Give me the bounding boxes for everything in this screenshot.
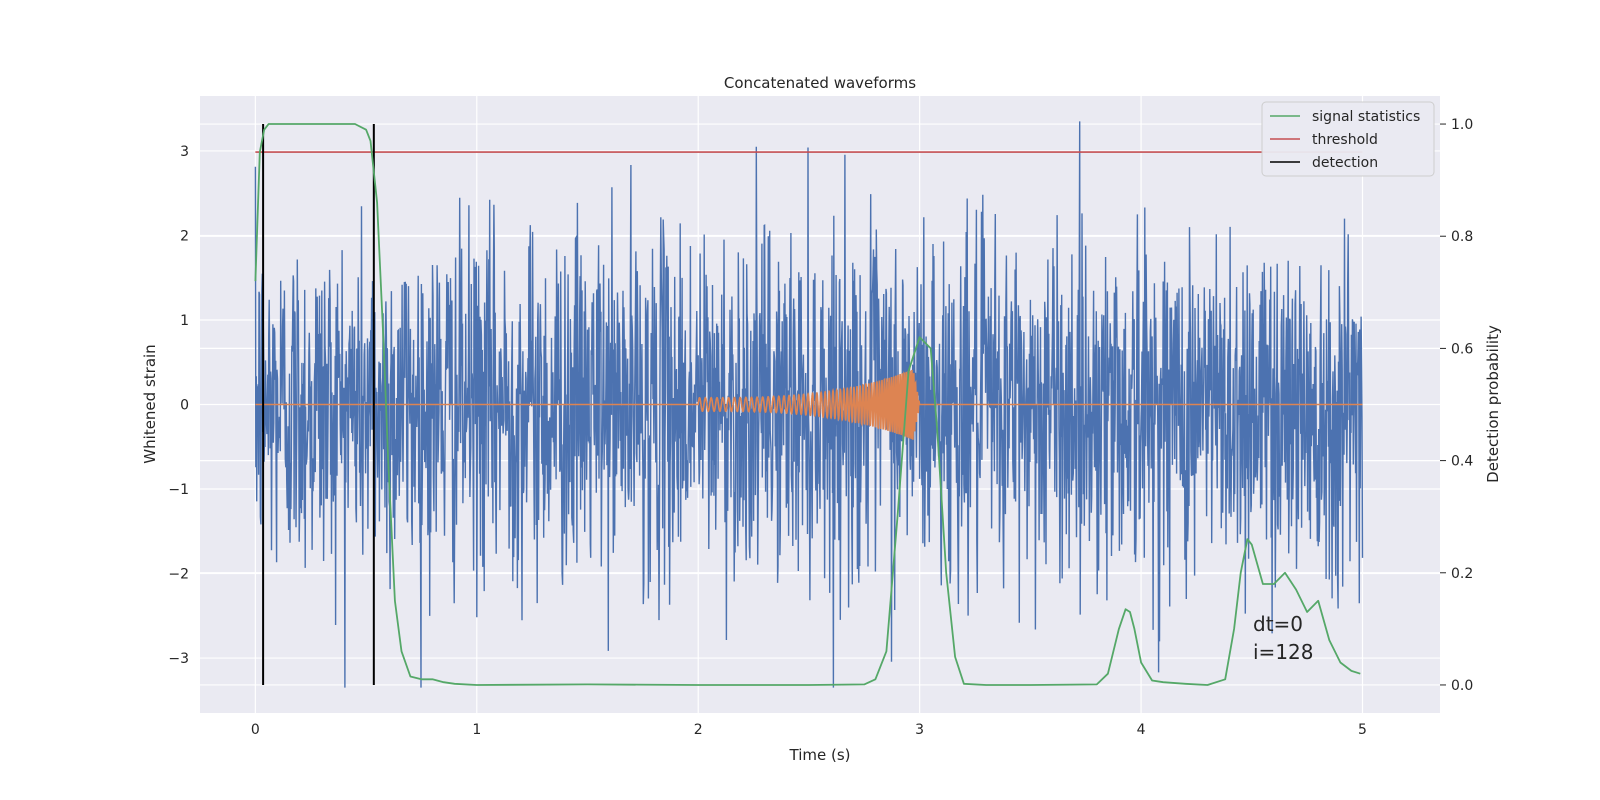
y-tick-label-6: 3 (180, 144, 189, 160)
y2-tick-label-0: 0.0 (1451, 678, 1473, 694)
y2-tick-label-1: 0.2 (1451, 566, 1473, 582)
x-axis-ticks: 0 1 2 3 4 5 (251, 722, 1367, 738)
template-line (255, 369, 1363, 440)
y-tick-label-0: −3 (168, 651, 189, 667)
legend-label-threshold: threshold (1312, 132, 1378, 148)
annotation-dt: dt=0 (1253, 612, 1303, 636)
x-tick-label-3: 3 (915, 722, 924, 738)
template-series (255, 369, 1363, 440)
strain-series (254, 121, 1364, 688)
legend-label-detection: detection (1312, 155, 1378, 171)
strain-line (254, 121, 1364, 688)
x-tick-label-0: 0 (251, 722, 260, 738)
right-axis-series (254, 123, 1363, 686)
annotation-i: i=128 (1253, 640, 1314, 664)
y-tick-label-2: −1 (168, 482, 189, 498)
y2-tick-label-3: 0.6 (1451, 341, 1473, 357)
legend-box (1261, 101, 1435, 177)
x-axis-label: Time (s) (789, 746, 851, 764)
y-tick-label-5: 2 (180, 228, 189, 244)
x-tick-label-1: 1 (472, 722, 481, 738)
y2-tick-label-4: 0.8 (1451, 229, 1473, 245)
x-tick-label-4: 4 (1137, 722, 1146, 738)
x-tick-label-2: 2 (694, 722, 703, 738)
y2-tick-label-2: 0.4 (1451, 454, 1473, 470)
legend-label-signal-statistics: signal statistics (1312, 109, 1420, 125)
legend: signal statistics threshold detection (1261, 101, 1435, 177)
x-tick-label-5: 5 (1358, 722, 1367, 738)
y2-tick-label-5: 1.0 (1451, 117, 1473, 133)
y2-axis-ticks: 0.0 0.2 0.4 0.6 0.8 1.0 (1440, 117, 1473, 694)
chart-title: Concatenated waveforms (724, 74, 916, 92)
signal-statistics-line (254, 123, 1361, 686)
y2-axis-label: Detection probability (1484, 325, 1502, 483)
y-tick-label-4: 1 (180, 313, 189, 329)
y-tick-label-3: 0 (180, 398, 189, 414)
y-axis-label: Whitened strain (141, 344, 159, 463)
y-tick-label-1: −2 (168, 567, 189, 583)
y-axis-ticks: −3 −2 −1 0 1 2 3 (168, 144, 189, 667)
